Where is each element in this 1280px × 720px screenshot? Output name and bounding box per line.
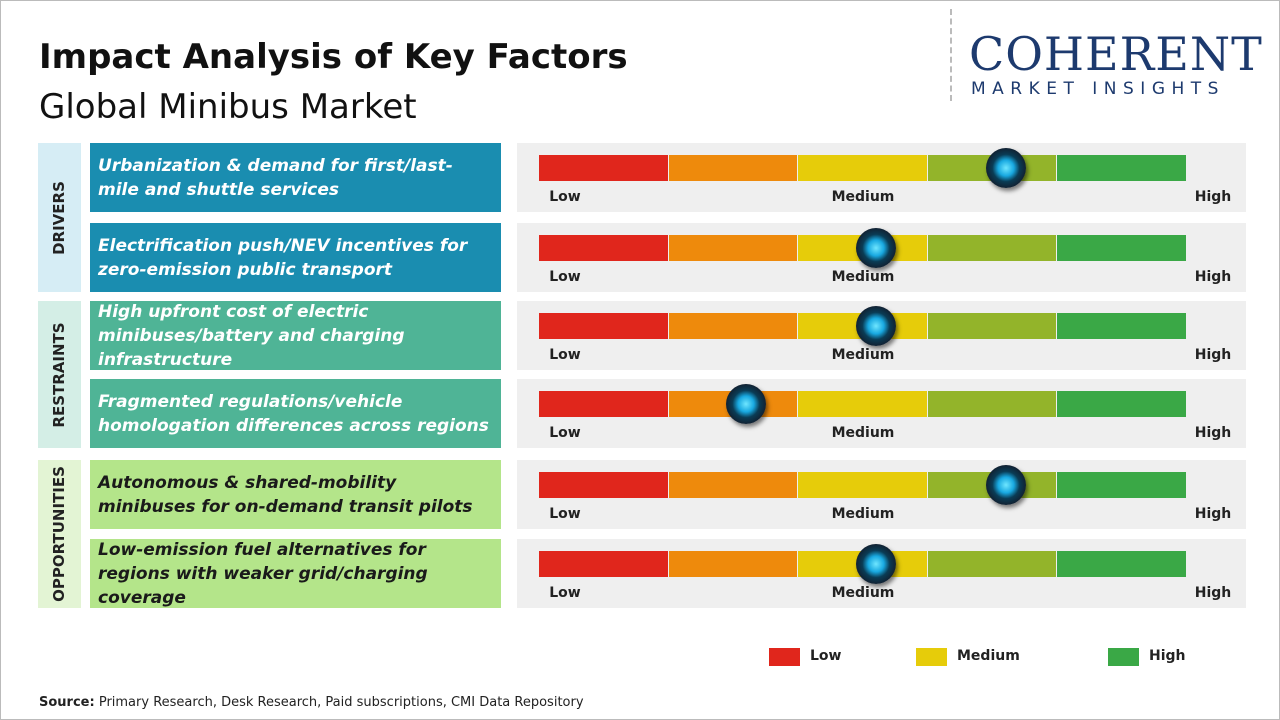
gauge-segment	[668, 551, 798, 577]
scale-label: High	[1194, 585, 1232, 601]
scale-label: High	[1194, 189, 1232, 205]
gauge-segment	[668, 313, 798, 339]
gauge-segment	[668, 235, 798, 261]
scale-label: Medium	[831, 425, 895, 441]
scale-label: Low	[549, 269, 581, 285]
group-label: DRIVERS	[50, 180, 68, 255]
legend-label: Low	[810, 648, 842, 664]
group-background	[38, 143, 81, 292]
impact-knob	[726, 384, 767, 424]
gauge-segment	[798, 155, 927, 181]
scale-label: Low	[549, 585, 581, 601]
divider	[950, 9, 952, 101]
group-label: RESTRAINTS	[50, 321, 68, 428]
scale-label: Medium	[831, 506, 895, 522]
factor-box: Autonomous & shared-mobility minibuses f…	[90, 460, 501, 529]
gauge-segment	[927, 235, 1057, 261]
impact-knob	[985, 148, 1026, 188]
legend-label: High	[1149, 648, 1186, 664]
legend-label: Medium	[957, 648, 1020, 664]
factor-box: Fragmented regulations/vehicle homologat…	[90, 379, 501, 448]
title: Impact Analysis of Key Factors	[39, 37, 628, 77]
legend-swatch	[1108, 648, 1139, 666]
impact-knob	[855, 544, 896, 584]
source-label: Source:	[39, 695, 95, 710]
group-background	[38, 460, 81, 608]
factor-box: Low-emission fuel alternatives for regio…	[90, 539, 501, 608]
source: Source: Primary Research, Desk Research,…	[39, 695, 584, 710]
impact-knob	[855, 306, 896, 346]
gauge-segment	[927, 551, 1057, 577]
gauge-segment	[1057, 472, 1186, 498]
gauge-segment	[1057, 155, 1186, 181]
scale-label: High	[1194, 506, 1232, 522]
gauge-segment	[1057, 551, 1186, 577]
scale-label: Low	[549, 189, 581, 205]
gauge-segment	[539, 235, 668, 261]
gauge-segment	[927, 391, 1057, 417]
gauge-segment	[798, 391, 927, 417]
impact-knob	[985, 465, 1026, 505]
impact-knob	[855, 228, 896, 268]
group-label: OPPORTUNITIES	[50, 466, 68, 602]
subtitle: Global Minibus Market	[39, 87, 417, 127]
gauge-segment	[539, 551, 668, 577]
legend-swatch	[769, 648, 800, 666]
factor-box: High upfront cost of electric minibuses/…	[90, 301, 501, 370]
scale-label: High	[1194, 269, 1232, 285]
scale-label: Medium	[831, 189, 895, 205]
factor-box: Urbanization & demand for first/last-mil…	[90, 143, 501, 212]
gauge-segment	[1057, 391, 1186, 417]
gauge-segment	[539, 391, 668, 417]
scale-label: Medium	[831, 269, 895, 285]
scale-label: High	[1194, 425, 1232, 441]
logo-tagline: MARKET INSIGHTS	[971, 79, 1225, 99]
factor-box: Electrification push/NEV incentives for …	[90, 223, 501, 292]
scale-label: High	[1194, 347, 1232, 363]
source-text: Primary Research, Desk Research, Paid su…	[98, 695, 584, 710]
scale-label: Low	[549, 506, 581, 522]
scale-label: Medium	[831, 585, 895, 601]
scale-label: Medium	[831, 347, 895, 363]
gauge-segment	[539, 472, 668, 498]
gauge-segment	[668, 472, 798, 498]
logo-name: COHERENT	[969, 27, 1263, 81]
gauge-segment	[539, 313, 668, 339]
scale-label: Low	[549, 347, 581, 363]
legend-swatch	[916, 648, 947, 666]
scale-label: Low	[549, 425, 581, 441]
gauge-segment	[1057, 235, 1186, 261]
gauge-segment	[1057, 313, 1186, 339]
gauge-segment	[539, 155, 668, 181]
gauge-segment	[798, 472, 927, 498]
group-background	[38, 301, 81, 448]
gauge-segment	[668, 155, 798, 181]
gauge-segment	[927, 313, 1057, 339]
